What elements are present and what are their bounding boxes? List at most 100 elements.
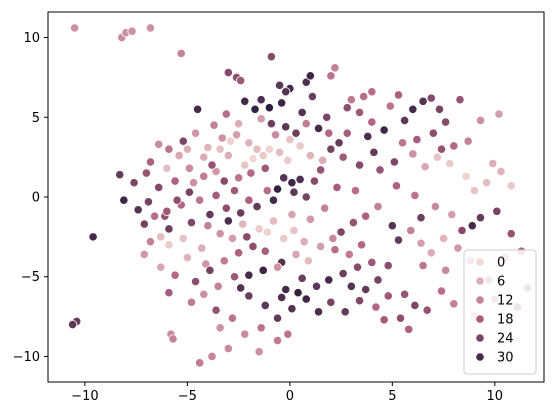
data-point [441, 117, 451, 127]
data-point [164, 224, 174, 234]
data-point [404, 324, 414, 334]
data-point [215, 229, 225, 239]
data-point [426, 248, 436, 258]
data-point [342, 103, 352, 113]
data-point [494, 109, 504, 119]
data-point [385, 101, 395, 111]
data-point [348, 217, 358, 228]
data-point [186, 297, 197, 307]
data-point [375, 165, 385, 175]
data-point [266, 52, 276, 62]
data-point [295, 174, 305, 185]
data-point [240, 329, 250, 339]
data-point [369, 147, 379, 157]
data-point [367, 87, 377, 97]
legend-label: 12 [497, 294, 514, 309]
data-point [164, 240, 174, 250]
data-point [416, 213, 426, 223]
y-tick-label: −5 [21, 270, 40, 285]
data-point [305, 150, 315, 161]
data-point [418, 260, 428, 271]
data-point [408, 104, 418, 114]
data-point [467, 221, 477, 231]
data-point [172, 195, 182, 205]
data-point [326, 71, 336, 81]
data-point [305, 214, 315, 224]
data-point [287, 304, 297, 314]
data-point [436, 144, 447, 154]
data-point [68, 319, 78, 330]
data-point [332, 182, 342, 193]
data-point [410, 300, 420, 311]
data-point [346, 95, 356, 105]
x-axis: −10 −5 0 5 10 [71, 382, 503, 404]
data-point [223, 68, 233, 78]
data-point [320, 203, 330, 213]
data-point [209, 120, 219, 130]
data-point [438, 233, 449, 244]
y-tick-label: 5 [32, 111, 40, 126]
data-point [346, 281, 356, 291]
data-point [373, 201, 383, 212]
data-point [281, 284, 291, 295]
y-tick-label: −10 [13, 350, 40, 365]
y-tick-label: 10 [23, 31, 40, 46]
data-point [324, 128, 334, 138]
legend-label: 18 [497, 313, 514, 328]
data-point [445, 158, 455, 169]
data-point [318, 155, 328, 165]
data-point [225, 136, 236, 146]
data-point [170, 176, 180, 186]
data-point [205, 209, 215, 220]
data-point [182, 253, 192, 263]
data-point [475, 115, 486, 126]
data-point [143, 197, 154, 207]
data-point [133, 205, 143, 215]
data-point [178, 136, 188, 146]
legend-marker [475, 295, 485, 305]
data-point [313, 123, 324, 134]
data-point [432, 152, 443, 162]
data-point [340, 307, 350, 317]
data-point [190, 276, 201, 287]
data-point [188, 178, 199, 188]
data-point [367, 257, 377, 267]
data-point [211, 305, 221, 315]
data-point [324, 275, 334, 285]
data-point [154, 139, 164, 149]
data-point [420, 162, 430, 172]
data-point [361, 284, 371, 295]
data-point [315, 241, 326, 252]
data-point [88, 232, 98, 242]
data-point [428, 128, 438, 138]
data-point [363, 131, 373, 141]
data-point [207, 160, 217, 170]
data-point [326, 144, 336, 154]
data-point [475, 213, 486, 223]
data-point [145, 157, 156, 167]
data-point [256, 323, 266, 333]
data-point [285, 134, 295, 145]
legend-marker [475, 257, 485, 267]
data-point [258, 265, 268, 275]
data-point [463, 136, 473, 146]
data-point [457, 225, 467, 236]
data-point [328, 233, 338, 244]
data-point [227, 313, 238, 323]
data-point [371, 302, 381, 312]
data-point [387, 221, 397, 231]
data-point [449, 299, 459, 309]
data-point [244, 270, 254, 280]
data-point [506, 229, 516, 239]
data-point [301, 77, 311, 87]
data-point [70, 23, 80, 33]
legend-marker [475, 276, 485, 286]
data-point [338, 152, 348, 162]
data-point [422, 305, 432, 315]
data-point [174, 150, 184, 161]
data-point [496, 166, 506, 177]
data-point [139, 249, 149, 260]
data-point [154, 182, 164, 193]
data-point [268, 216, 279, 226]
x-tick-label: −10 [71, 389, 98, 404]
